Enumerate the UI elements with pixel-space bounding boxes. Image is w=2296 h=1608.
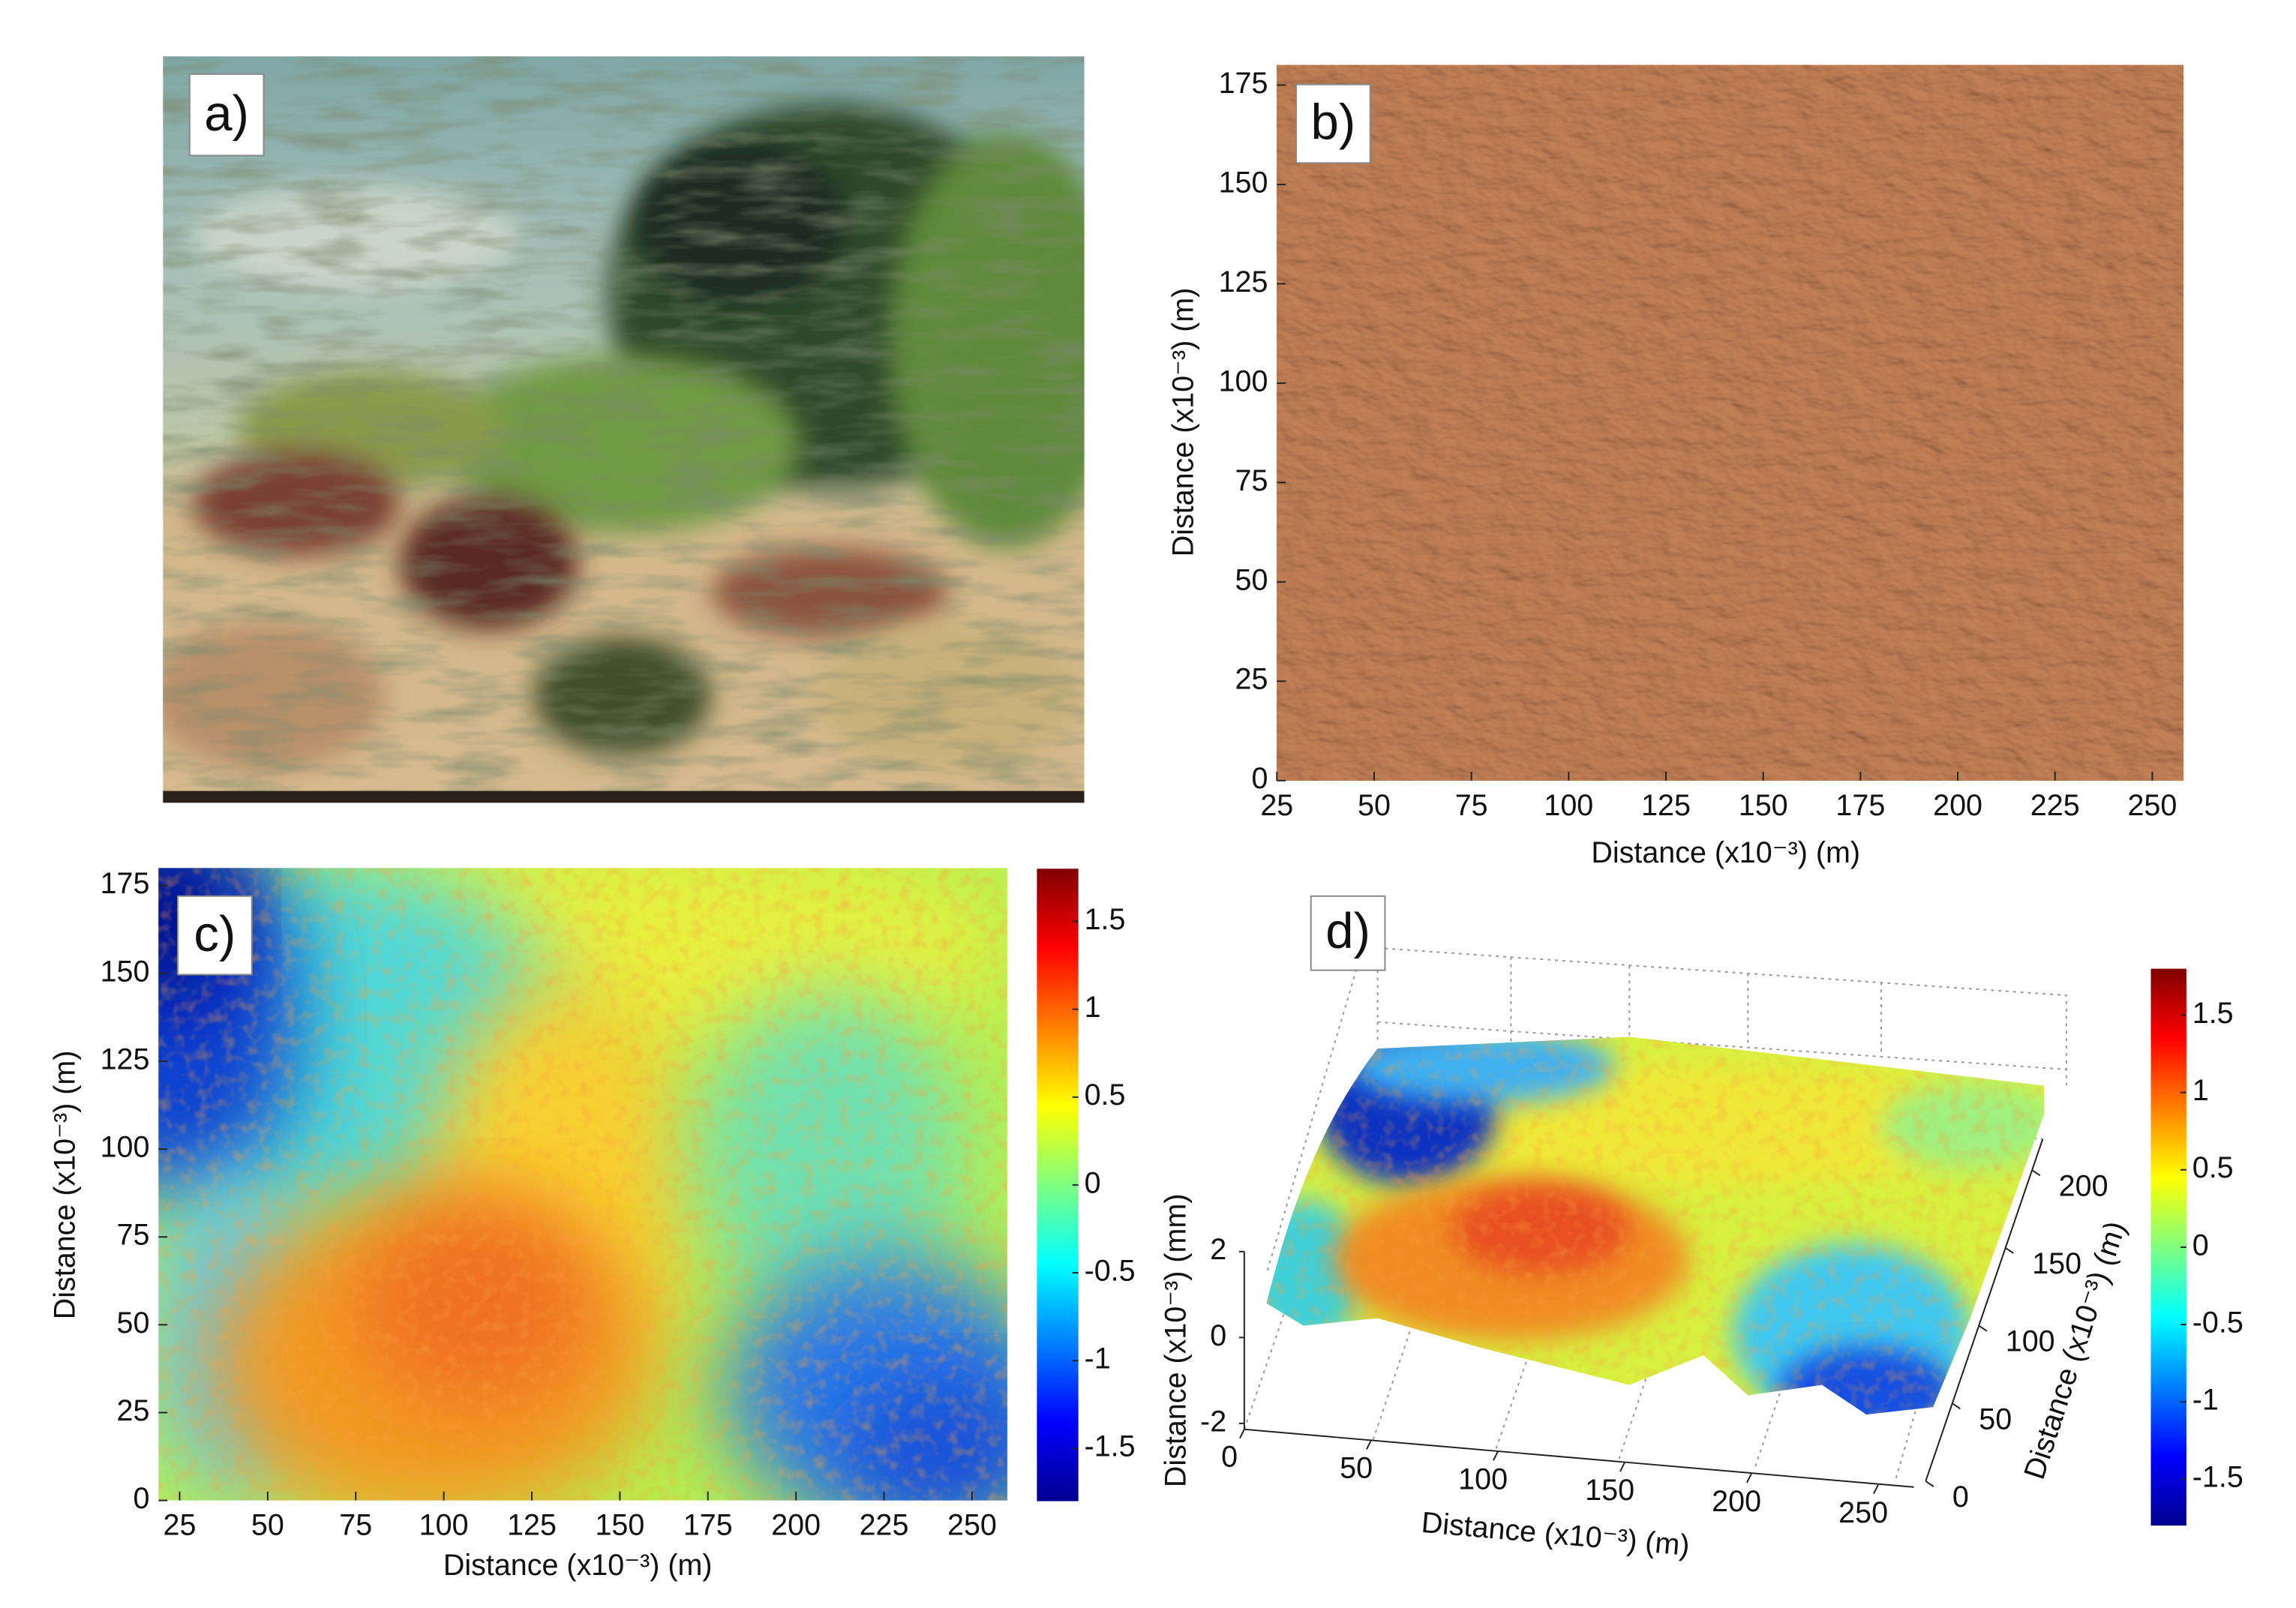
y-tick-label: 50 xyxy=(117,1306,150,1340)
relief-tint xyxy=(1277,64,2183,781)
x-tick-label: 225 xyxy=(2030,789,2080,822)
x-tick-label: 50 xyxy=(251,1509,284,1542)
tick-label-3d: 250 xyxy=(1838,1496,1888,1529)
tick-label-3d: 0 xyxy=(1221,1441,1238,1474)
z-axis-label: Distance (x10⁻³) (mm) xyxy=(1159,1193,1192,1487)
x-tick-label: 225 xyxy=(860,1509,909,1542)
x-tick-label: 100 xyxy=(419,1509,469,1542)
panel-label: d) xyxy=(1325,903,1370,959)
tick-label-3d: 50 xyxy=(1979,1402,2012,1436)
x-tick-label: 250 xyxy=(2127,789,2177,822)
y-tick-label: 150 xyxy=(101,955,150,988)
x-axis-label: Distance (x10⁻³) (m) xyxy=(1591,836,1860,869)
colorbar-tick-label: -1.5 xyxy=(2192,1461,2243,1494)
panel-label: a) xyxy=(204,86,249,142)
x-tick-label: 150 xyxy=(1739,789,1788,822)
label-box xyxy=(1295,83,1371,164)
y-tick-label: 175 xyxy=(101,867,150,900)
colorbar-tick-label: -1 xyxy=(1085,1342,1111,1376)
x-tick-label: 125 xyxy=(507,1509,557,1542)
x-tick-label: 150 xyxy=(595,1509,644,1542)
heatmap xyxy=(158,868,1007,1501)
tick-3d xyxy=(2005,1247,2014,1254)
tick-label-3d: 200 xyxy=(1712,1485,1761,1518)
label-box xyxy=(1310,895,1386,971)
x-tick-label: 75 xyxy=(1455,789,1488,822)
x-tick-label: 250 xyxy=(947,1509,997,1542)
colorbar-tick-label: 1 xyxy=(2192,1074,2209,1107)
tick-label-3d: 150 xyxy=(2032,1247,2081,1280)
y-tick-label: 25 xyxy=(1235,663,1268,696)
y-tick-label: 0 xyxy=(1251,762,1268,795)
painting xyxy=(163,56,1085,803)
tick-label-3d: 100 xyxy=(2006,1325,2055,1358)
label-box xyxy=(188,73,265,157)
x-axis-label: Distance (x10⁻³) (m) xyxy=(1420,1506,1691,1562)
colorbar xyxy=(2150,968,2186,1526)
tick-3d xyxy=(1952,1402,1961,1410)
x-tick-label: 175 xyxy=(1835,789,1885,822)
x-tick-label: 200 xyxy=(771,1509,821,1542)
y-tick-label: 25 xyxy=(117,1394,150,1427)
tick-3d xyxy=(1873,1484,1879,1495)
colorbar-tick-label: -0.5 xyxy=(1085,1254,1136,1287)
tick-label-3d: 0 xyxy=(1952,1480,1969,1514)
y-tick-label: 75 xyxy=(117,1219,150,1252)
y-tick-label: 0 xyxy=(133,1482,149,1515)
relief-image xyxy=(1277,64,2183,781)
tick-3d xyxy=(1619,1462,1625,1472)
tick-3d xyxy=(2031,1169,2041,1177)
colorbar xyxy=(1037,868,1079,1502)
y-tick-label: 150 xyxy=(1219,166,1268,199)
tick-label-3d: 0 xyxy=(1210,1319,1226,1352)
x-tick-label: 175 xyxy=(683,1509,733,1542)
colorbar-tick-label: 1.5 xyxy=(2192,997,2234,1030)
colorbar-tick-label: 0.5 xyxy=(1085,1078,1126,1112)
tick-label-3d: 50 xyxy=(1340,1452,1373,1485)
y-tick-label: 175 xyxy=(1219,67,1268,100)
x-tick-label: 200 xyxy=(1933,789,1982,822)
x-tick-label: 50 xyxy=(1358,789,1391,822)
y-axis-label: Distance (x10⁻³) (m) xyxy=(1166,288,1199,557)
tick-3d xyxy=(1925,1480,1934,1487)
tick-label-3d: 100 xyxy=(1458,1462,1508,1496)
panel-label: b) xyxy=(1311,94,1356,151)
y-tick-label: 100 xyxy=(1219,364,1268,398)
colorbar-tick-label: 0 xyxy=(2192,1228,2209,1262)
panel-label: c) xyxy=(194,906,236,962)
tick-label-3d: 200 xyxy=(2059,1169,2108,1202)
axis-3d xyxy=(1243,1138,2044,1488)
x-tick-label: 100 xyxy=(1544,789,1593,822)
colorbar-tick-label: -0.5 xyxy=(2192,1306,2243,1339)
x-tick-label: 25 xyxy=(1260,789,1293,822)
colorbar-tick-label: 0.5 xyxy=(2192,1151,2234,1184)
tick-label-3d: 2 xyxy=(1210,1233,1226,1266)
colorbar-tick-label: -1.5 xyxy=(1085,1430,1136,1463)
colorbar-tick-label: -1 xyxy=(2192,1384,2219,1417)
tick-3d xyxy=(1493,1450,1499,1461)
label-box xyxy=(176,895,253,976)
y-axis-label: Distance (x10⁻³) (m) xyxy=(48,1051,81,1320)
tick-label-3d: 150 xyxy=(1585,1474,1634,1507)
x-tick-label: 25 xyxy=(164,1509,197,1542)
colorbar-tick-label: 1 xyxy=(1085,991,1101,1024)
tick-3d xyxy=(1978,1324,1988,1332)
tick-3d xyxy=(1746,1473,1752,1484)
y-tick-label: 100 xyxy=(101,1131,150,1164)
x-tick-label: 125 xyxy=(1641,789,1691,822)
tick-3d xyxy=(1239,1429,1245,1439)
tick-3d xyxy=(1366,1440,1372,1450)
colorbar-tick-label: 0 xyxy=(1085,1166,1101,1199)
y-tick-label: 50 xyxy=(1235,563,1268,596)
y-tick-label: 125 xyxy=(1219,266,1268,298)
tick-label-3d: -2 xyxy=(1200,1405,1226,1438)
colorbar-tick-label: 1.5 xyxy=(1085,903,1126,936)
x-tick-label: 75 xyxy=(339,1509,372,1542)
surface xyxy=(1266,1036,2045,1415)
y-tick-label: 125 xyxy=(101,1042,150,1076)
y-tick-label: 75 xyxy=(1235,464,1268,497)
x-axis-label: Distance (x10⁻³) (m) xyxy=(443,1549,713,1582)
